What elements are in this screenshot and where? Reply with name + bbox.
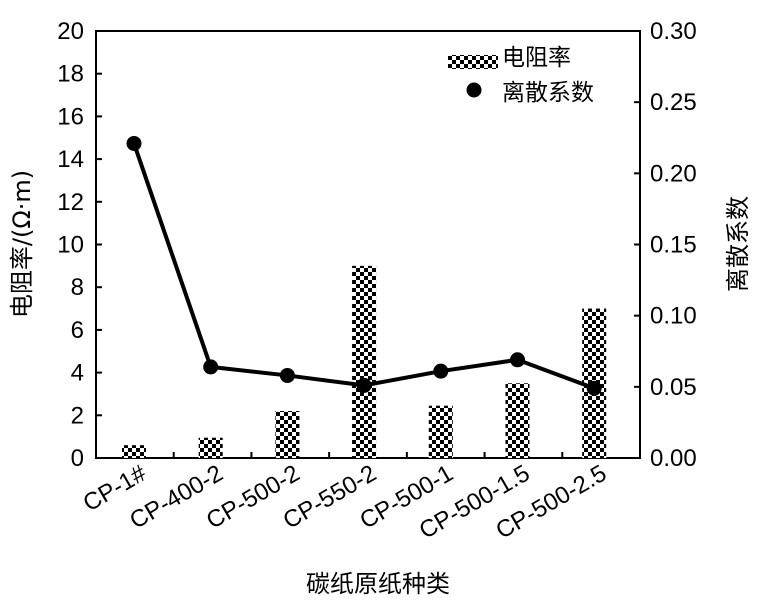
right-tick-label: 0.20 <box>650 160 697 187</box>
legend: 电阻率 离散系数 <box>448 45 594 106</box>
legend-line-label: 离散系数 <box>502 80 594 106</box>
left-tick-label: 6 <box>71 317 84 344</box>
left-tick-label: 4 <box>71 360 84 387</box>
x-axis-title: 碳纸原纸种类 <box>306 570 450 598</box>
left-tick-label: 20 <box>57 18 84 45</box>
right-tick-label: 0.15 <box>650 232 697 259</box>
bar <box>428 405 453 458</box>
left-tick-label: 14 <box>57 146 84 173</box>
bar <box>122 445 146 458</box>
right-axis-title: 离散系数 <box>724 196 752 292</box>
legend-line-marker <box>466 82 482 98</box>
left-tick-label: 8 <box>71 274 84 301</box>
legend-bar-label: 电阻率 <box>502 45 571 71</box>
line-point <box>203 359 219 375</box>
left-tick-label: 0 <box>71 445 84 472</box>
right-tick-label: 0.10 <box>650 303 697 330</box>
right-tick-label: 0.00 <box>650 445 697 472</box>
left-axis: 0 2 4 6 8 10 12 14 16 18 20 <box>57 18 102 472</box>
bar <box>198 437 223 458</box>
left-tick-label: 16 <box>57 103 84 130</box>
line-point <box>279 367 295 383</box>
bar <box>275 411 300 458</box>
left-tick-label: 12 <box>57 189 84 216</box>
left-tick-label: 10 <box>57 232 84 259</box>
line-series <box>126 135 602 396</box>
line-point <box>356 377 372 393</box>
right-axis: 0.00 0.05 0.10 0.15 0.20 0.25 0.30 <box>634 18 697 472</box>
left-tick-label: 2 <box>71 402 84 429</box>
line-point <box>586 380 602 396</box>
line-point <box>126 135 142 151</box>
bar-series <box>122 265 607 458</box>
left-axis-title: 电阻率/(Ω·m) <box>8 170 36 318</box>
right-tick-label: 0.30 <box>650 18 697 45</box>
bar <box>352 265 377 458</box>
line-point <box>510 352 525 368</box>
left-tick-label: 18 <box>57 61 84 88</box>
x-axis: CP-1#CP-400-2CP-500-2CP-550-2CP-500-1CP-… <box>79 452 641 545</box>
line-point <box>433 363 449 379</box>
legend-bar-swatch <box>448 55 498 69</box>
right-tick-label: 0.25 <box>650 89 697 116</box>
bar <box>505 383 530 458</box>
right-tick-label: 0.05 <box>650 374 697 401</box>
